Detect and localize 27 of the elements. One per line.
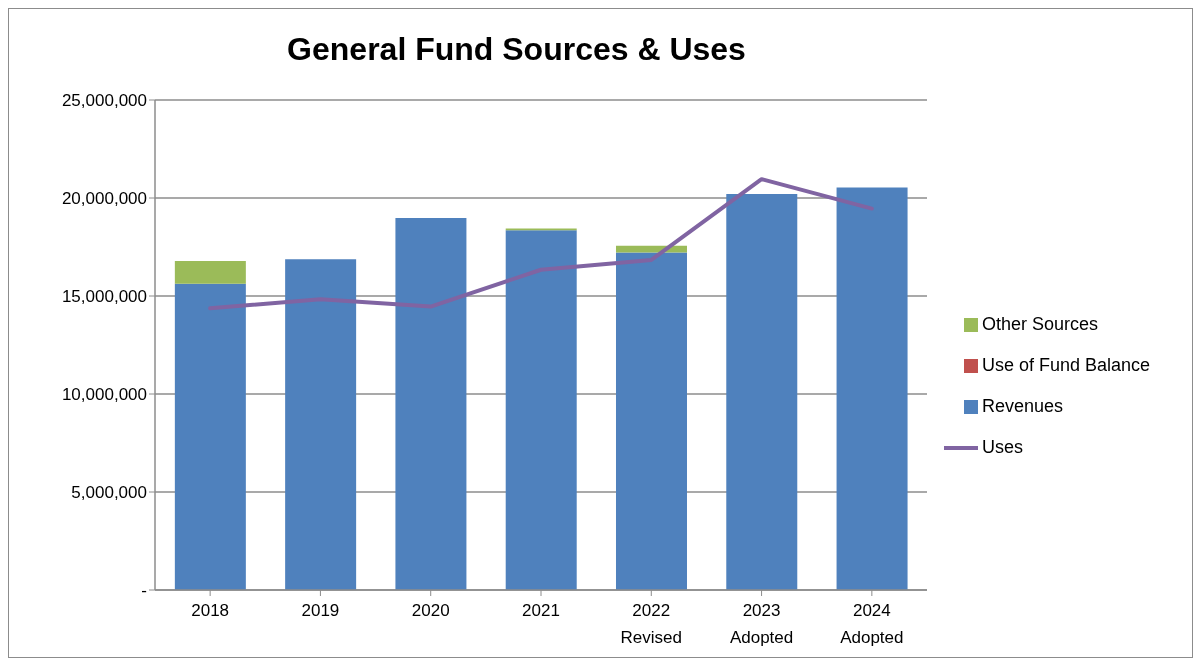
x-tick-label: 2019 — [301, 601, 340, 620]
x-tick-label: 2024 Adopted — [840, 601, 904, 647]
bar — [726, 194, 798, 590]
bar — [174, 260, 246, 284]
legend-label: Uses — [982, 437, 1024, 458]
legend-label: Other Sources — [982, 314, 1099, 335]
bar — [174, 283, 246, 590]
chart-title: General Fund Sources & Uses — [286, 31, 747, 68]
bar — [285, 259, 357, 590]
bar — [505, 230, 577, 590]
line-series — [208, 177, 874, 311]
x-tick-label: 2020 — [411, 601, 450, 620]
x-tick-label: 2018 — [191, 601, 230, 620]
bar — [836, 187, 908, 590]
y-tick-label: 20,000,000 — [61, 189, 147, 209]
bar — [615, 252, 687, 590]
bar — [395, 217, 467, 590]
y-tick-label: - — [141, 581, 147, 601]
legend-label: Use of Fund Balance — [982, 355, 1151, 376]
x-tick-label: 2021 — [522, 601, 560, 620]
y-tick-label: 15,000,000 — [61, 287, 147, 307]
x-tick-label: 2023 Adopted — [729, 601, 794, 647]
x-tick-label: 2022 Revised — [620, 601, 682, 647]
legend-label: Revenues — [982, 396, 1064, 417]
y-tick-label: 10,000,000 — [61, 385, 147, 405]
y-tick-label: 5,000,000 — [71, 483, 147, 503]
y-tick-label: 25,000,000 — [61, 91, 147, 111]
